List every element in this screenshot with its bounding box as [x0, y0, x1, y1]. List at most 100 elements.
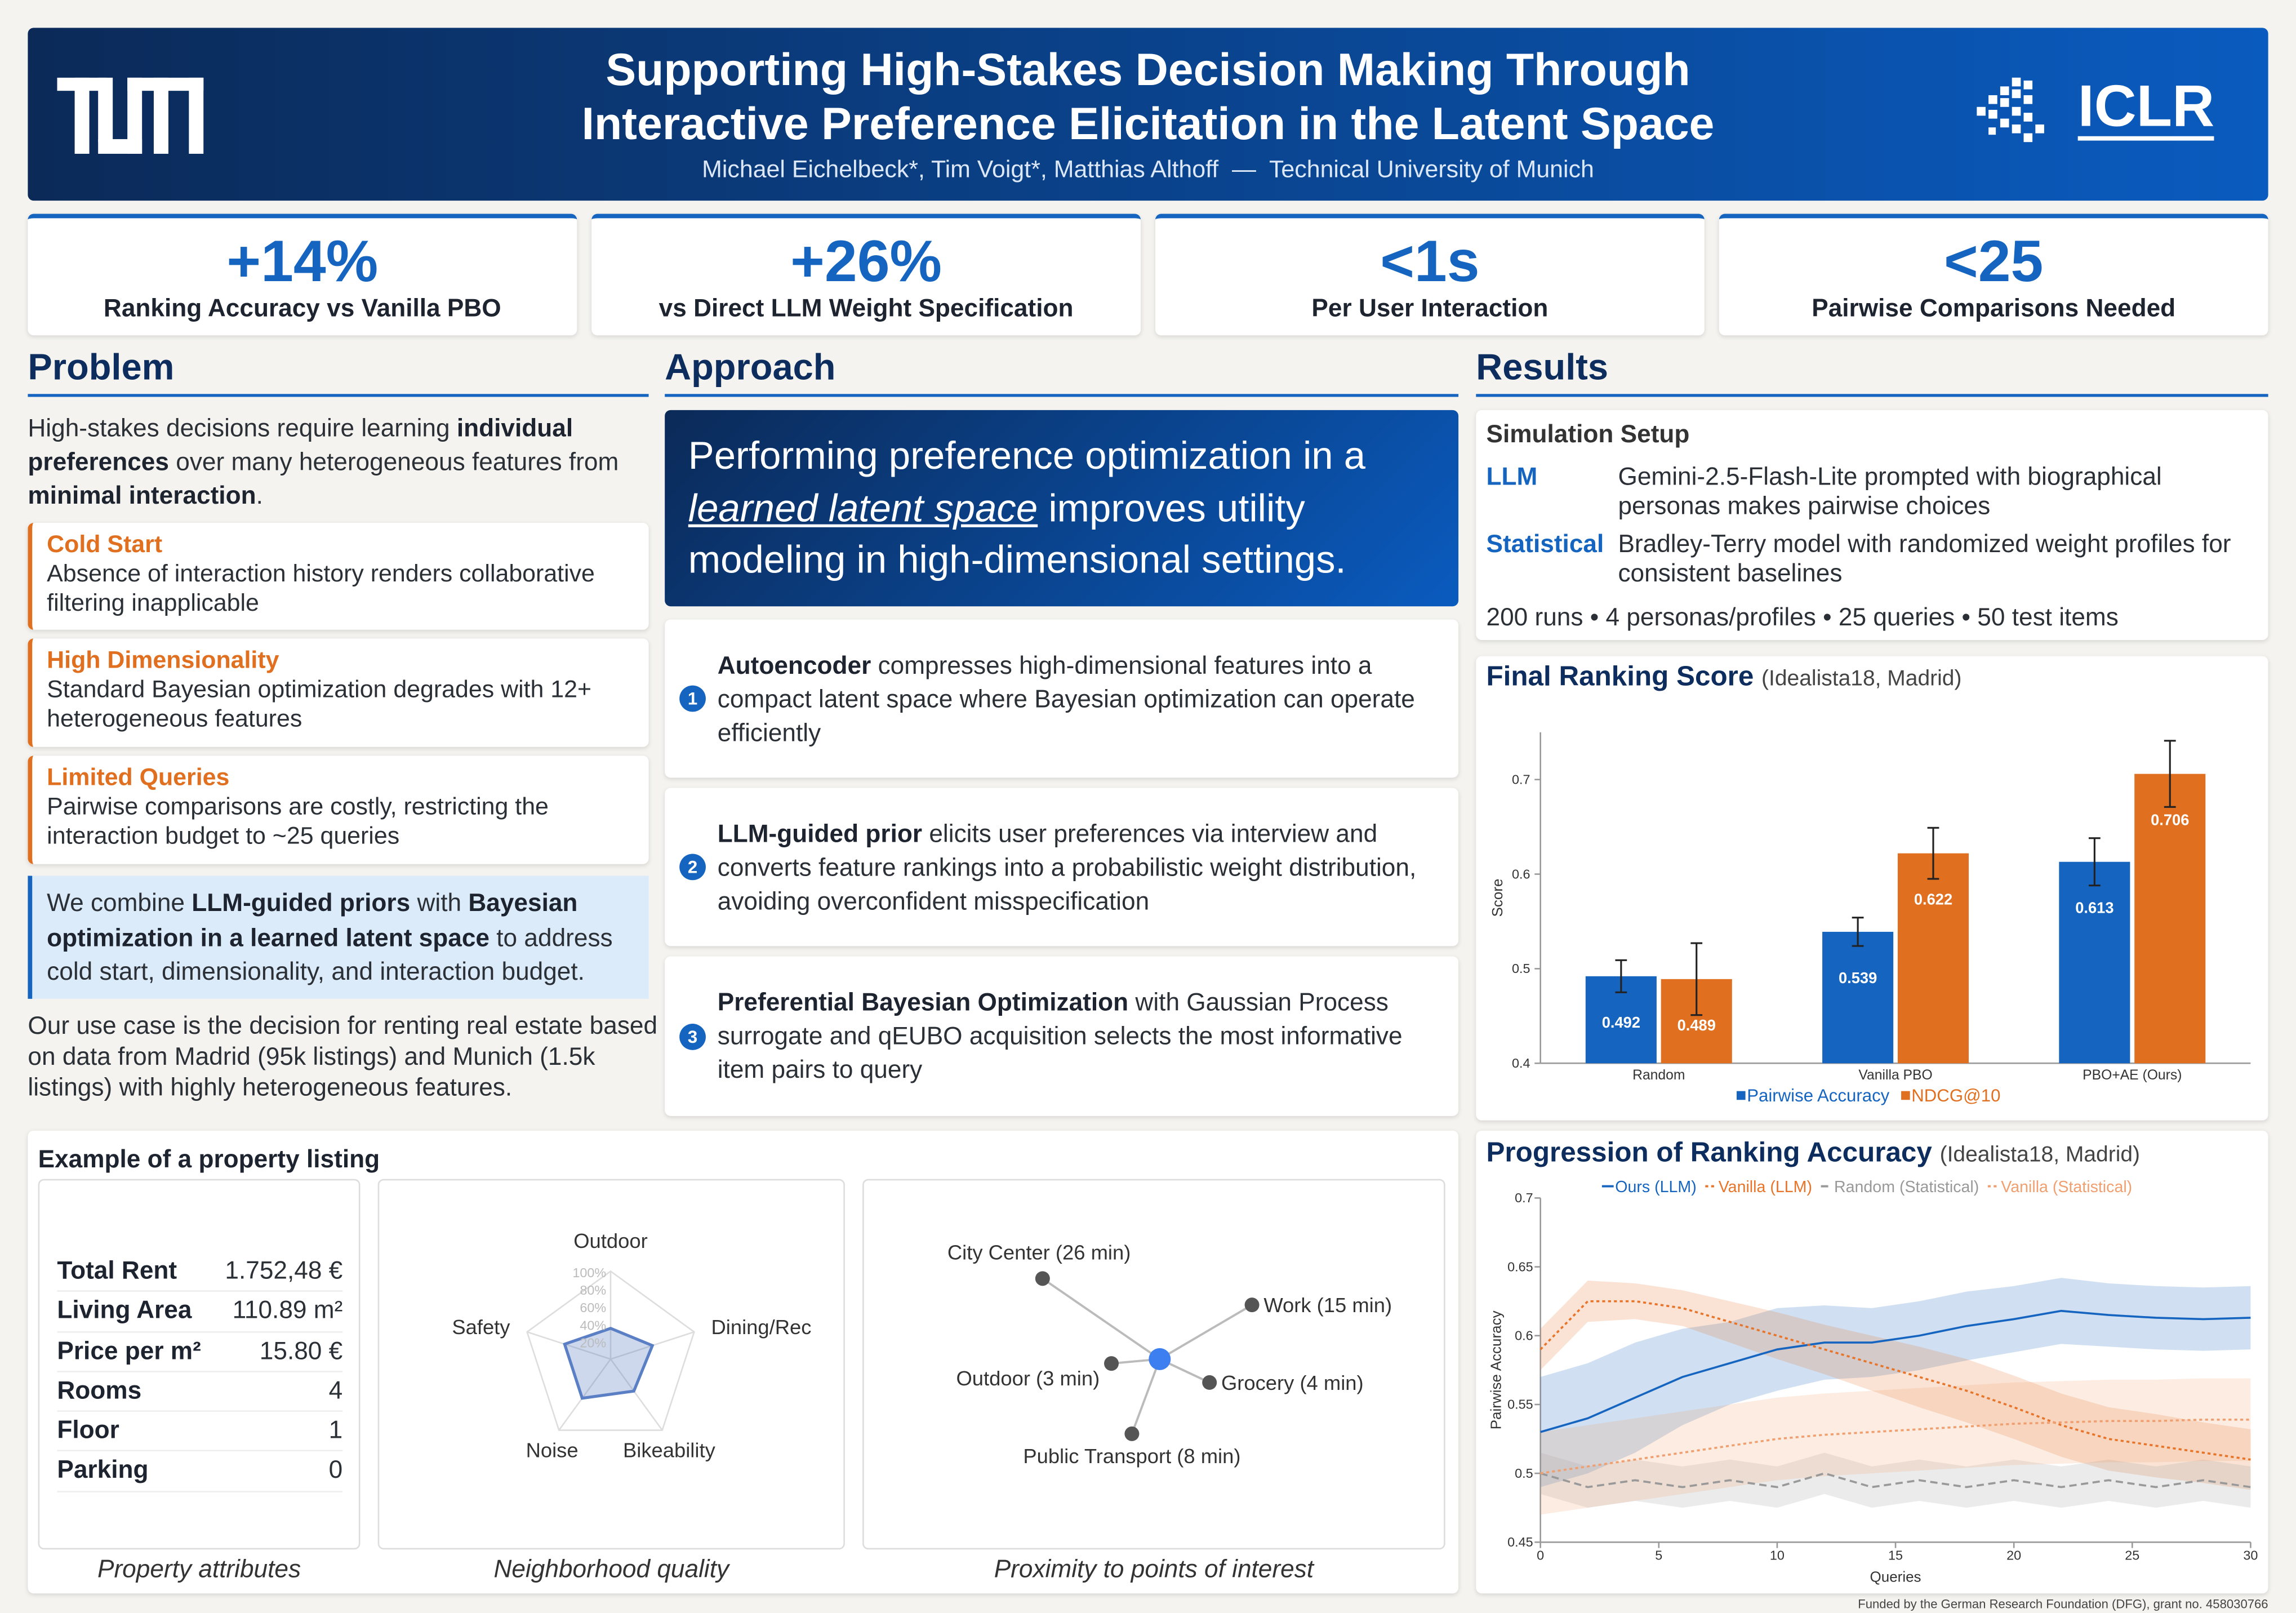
- text-run: Autoencoder: [717, 651, 871, 679]
- stat-label: Per User Interaction: [1311, 294, 1549, 322]
- text-run: individual preferences: [28, 414, 573, 476]
- setup: Simulation Setup LLM Gemini-2.5-Flash-Lit…: [1476, 410, 2268, 640]
- setup-text: Gemini-2.5-Flash-Lite prompted with biog…: [1618, 463, 2162, 520]
- error-bar: [2164, 740, 2176, 808]
- x-tick-label: 20: [2006, 1548, 2021, 1562]
- series-line: [1540, 1418, 2251, 1474]
- caption: Proximity to points of interest: [994, 1555, 1314, 1584]
- x-tick-label: 25: [2125, 1548, 2139, 1562]
- proximity-box: [862, 1179, 1445, 1550]
- y-tick-label: 0.65: [1507, 1259, 1533, 1274]
- value-label: 0.622: [1914, 891, 1952, 908]
- x-tick-label: 30: [2243, 1548, 2258, 1562]
- stat-label: Pairwise Comparisons Needed: [1812, 294, 2176, 322]
- legend-label: Vanilla (Statistical): [2001, 1178, 2132, 1196]
- attribute-value: 15.80 €: [259, 1336, 343, 1365]
- legend-label: Vanilla (LLM): [1719, 1178, 1812, 1196]
- poi-label: Work (15 min): [1263, 1294, 1392, 1317]
- r-tick-label: 60%: [580, 1300, 606, 1315]
- setup-text: Bradley-Terry model with randomized weig…: [1618, 530, 2231, 588]
- r-tick-label: 40%: [580, 1318, 606, 1332]
- chart-subtitle: (Idealista18, Madrid): [1761, 666, 1962, 691]
- challenge: High Dimensionality Standard Bayesian opt…: [28, 638, 649, 747]
- text-run: over many heterogeneous features from: [168, 448, 619, 476]
- bar-panel: Final Ranking Score (Idealista18, Madrid…: [1476, 656, 2268, 1121]
- stat-card: +14% Ranking Accuracy vs Vanilla PBO: [28, 214, 577, 336]
- stat-label: vs Direct LLM Weight Specification: [658, 294, 1074, 322]
- legend-label: Pairwise Accuracy: [1747, 1086, 1889, 1105]
- error-bar: [1690, 942, 1703, 1016]
- attribute-value: 0: [328, 1456, 343, 1485]
- listing-title: Example of a property listing: [38, 1145, 380, 1174]
- stat-value: <1s: [1380, 230, 1480, 295]
- section-heading: Problem: [28, 347, 649, 397]
- attribute-label: Price per m²: [57, 1336, 201, 1365]
- stat-value: +14%: [226, 230, 379, 295]
- step-text: Autoencoder compresses high-dimensional …: [718, 648, 1438, 749]
- x-tick-label: PBO+AE (Ours): [2083, 1068, 2182, 1083]
- x-tick-label: 0: [1537, 1548, 1544, 1562]
- title: Supporting High-Stakes Decision Making T…: [408, 42, 1887, 150]
- header: Supporting High-Stakes Decision Making T…: [28, 28, 2268, 201]
- chart-title-row: Final Ranking Score (Idealista18, Madrid…: [1486, 662, 1961, 694]
- radar-box: [377, 1179, 845, 1550]
- use-case: Our use case is the decision for renting…: [28, 1012, 658, 1101]
- connector: [1131, 1358, 1161, 1434]
- challenge-text: Absence of interaction history renders c…: [47, 561, 595, 617]
- text-run: LLM-guided priors: [192, 888, 411, 917]
- confidence-band: [1540, 1378, 2251, 1515]
- section-heading: Approach: [665, 347, 1459, 397]
- attribute-row: Living Area 110.89 m²: [57, 1292, 343, 1332]
- y-tick-label: 0.5: [1512, 961, 1530, 976]
- x-tick-label: Random: [1632, 1068, 1685, 1083]
- iclr-logo: ICLR: [2077, 78, 2215, 141]
- attribute-value: 110.89 m²: [232, 1296, 343, 1325]
- attribute-label: Rooms: [57, 1376, 142, 1405]
- attributes-table: Total Rent 1.752,48 € Living Area 110.89 m²…: [57, 1252, 343, 1492]
- axis-label: Outdoor: [573, 1229, 647, 1252]
- spoke: [527, 1331, 611, 1360]
- challenge-text: Pairwise comparisons are costly, restric…: [47, 793, 549, 850]
- stat-value: <25: [1943, 230, 2044, 295]
- value-label: 0.492: [1602, 1014, 1640, 1031]
- step-text: LLM-guided prior elicits user preference…: [718, 816, 1438, 917]
- text-run: LLM-guided prior: [717, 819, 923, 847]
- spoke: [558, 1358, 612, 1431]
- confidence-band: [1540, 1278, 2251, 1487]
- poi-node: [1104, 1356, 1119, 1371]
- attribute-label: Living Area: [57, 1296, 192, 1325]
- attribute-label: Parking: [57, 1456, 149, 1485]
- text-run: Bayesian optimization in a learned laten…: [47, 888, 578, 952]
- value-label: 0.539: [1839, 969, 1877, 987]
- y-tick-label: 0.45: [1507, 1535, 1533, 1549]
- step: 3 Preferential Bayesian Optimization with…: [665, 956, 1459, 1116]
- text-run: to address cold start, dimensionality, a…: [47, 923, 613, 986]
- text-run: with: [410, 888, 469, 917]
- step-text: Preferential Bayesian Optimization with …: [718, 985, 1438, 1086]
- setup-label: Statistical: [1486, 530, 1604, 558]
- text-run: We combine: [47, 888, 192, 917]
- chart-title-row: Progression of Ranking Accuracy (Idealis…: [1486, 1138, 2140, 1170]
- challenge-title: Cold Start: [47, 531, 163, 558]
- legend-swatch: [1901, 1091, 1910, 1100]
- chart-title: Progression of Ranking Accuracy: [1486, 1137, 1932, 1169]
- stat-label: Ranking Accuracy vs Vanilla PBO: [103, 294, 501, 322]
- legend-swatch: [1737, 1091, 1746, 1100]
- setup-row: LLM Gemini-2.5-Flash-Lite prompted with b…: [1486, 463, 2258, 521]
- y-tick-label: 0.4: [1512, 1056, 1530, 1070]
- step: 2 LLM-guided prior elicits user preferenc…: [665, 788, 1459, 947]
- y-axis-label: Score: [1489, 879, 1506, 917]
- connector: [1042, 1277, 1160, 1360]
- text-run: improves utility modeling in high-dimens…: [688, 485, 1346, 582]
- setup-summary: 200 runs • 4 personas/profiles • 25 quer…: [1486, 603, 2119, 632]
- y-tick-label: 0.7: [1515, 1190, 1533, 1205]
- poi-label: City Center (26 min): [947, 1241, 1131, 1264]
- value-label: 0.613: [2075, 899, 2113, 917]
- radar-area: [563, 1326, 655, 1400]
- text-run: Performing preference optimization in a: [688, 433, 1366, 478]
- poi-label: Outdoor (3 min): [956, 1367, 1100, 1390]
- challenge: Cold Start Absence of interaction history…: [28, 523, 649, 630]
- x-tick-label: 5: [1655, 1548, 1662, 1562]
- line-chart: 0.45 0.5 0.55 0.6 0.65 0.7 0 5 10 15 20 25 30 Queries…: [1487, 1178, 2258, 1585]
